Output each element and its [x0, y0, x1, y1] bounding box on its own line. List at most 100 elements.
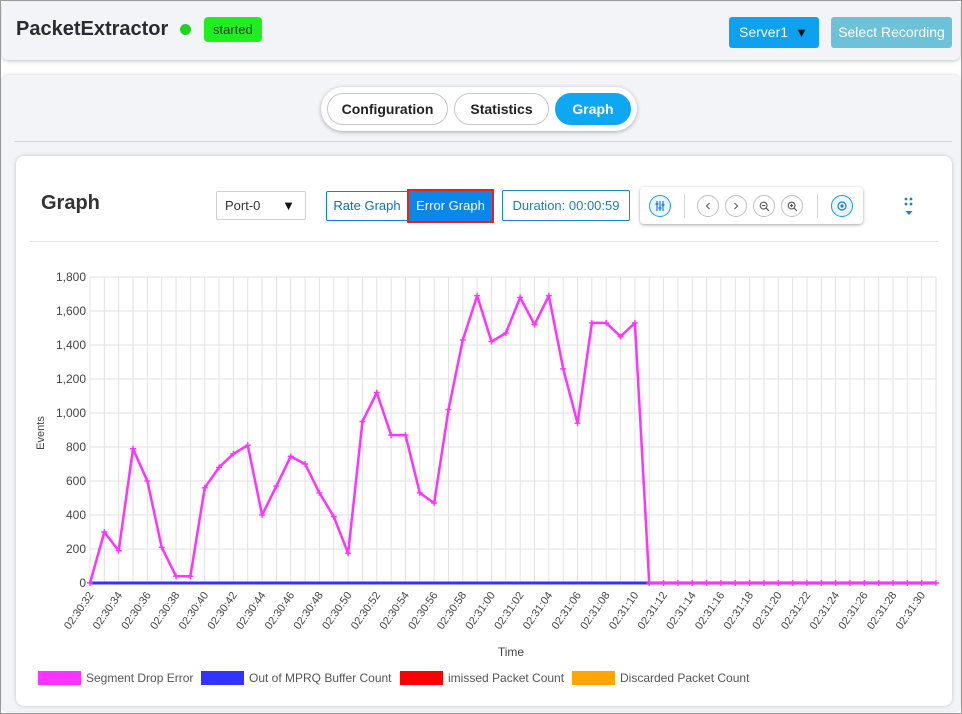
- legend-label: imissed Packet Count: [448, 671, 565, 685]
- tab-statistics[interactable]: Statistics: [454, 93, 549, 125]
- data-point: [359, 418, 366, 425]
- reset-zoom-icon[interactable]: [831, 195, 853, 217]
- y-tick-label: 1,800: [56, 270, 86, 284]
- data-point: [832, 580, 839, 586]
- data-point: [502, 330, 509, 337]
- data-point: [717, 580, 724, 586]
- data-point: [230, 450, 237, 457]
- data-point: [803, 580, 810, 586]
- data-point: [933, 580, 939, 586]
- server-select-value: Server1: [739, 24, 789, 40]
- legend-swatch: [201, 671, 244, 685]
- status-indicator-dot: [180, 24, 191, 35]
- data-point: [87, 580, 93, 586]
- data-point: [646, 580, 653, 586]
- graph-card: Graph Port-0 ▼ Rate Graph Error Graph Du…: [16, 156, 952, 706]
- y-tick-label: 600: [66, 474, 86, 488]
- data-point: [345, 550, 352, 557]
- port-select[interactable]: Port-0 ▼: [216, 191, 306, 220]
- data-point: [316, 489, 323, 496]
- duration-button[interactable]: Duration: 00:00:59: [502, 190, 630, 221]
- data-point: [459, 336, 466, 343]
- y-tick-label: 800: [66, 440, 86, 454]
- data-point: [402, 432, 409, 439]
- y-tick-label: 1,200: [56, 372, 86, 386]
- app-title: PacketExtractor: [16, 18, 169, 40]
- error-graph-button[interactable]: Error Graph: [407, 189, 494, 223]
- tab-bar: Configuration Statistics Graph: [321, 87, 637, 131]
- x-axis-label: Time: [498, 645, 525, 659]
- legend-item-mprq-buffer[interactable]: Out of MPRQ Buffer Count: [201, 670, 392, 686]
- zoom-out-icon[interactable]: [753, 195, 775, 217]
- toolbar-separator: [817, 194, 818, 218]
- y-tick-label: 400: [66, 508, 86, 522]
- data-point: [918, 580, 925, 586]
- zoom-in-icon[interactable]: [781, 195, 803, 217]
- y-tick-label: 1,600: [56, 304, 86, 318]
- legend-swatch: [400, 671, 443, 685]
- legend-item-segment-drop[interactable]: Segment Drop Error: [38, 670, 193, 686]
- pan-left-icon[interactable]: [697, 195, 719, 217]
- data-point: [158, 544, 165, 551]
- data-point: [617, 333, 624, 340]
- data-point: [545, 292, 552, 299]
- data-point: [488, 338, 495, 345]
- data-point: [259, 512, 266, 518]
- data-point: [144, 478, 151, 484]
- chart-axes: 0 200 400 600 800 1,000 1,200 1,400 1,600 1,800 02…: [56, 270, 928, 632]
- status-badge: started: [204, 17, 262, 42]
- card-divider: [30, 241, 938, 242]
- select-recording-button[interactable]: Select Recording: [831, 17, 952, 48]
- legend-swatch: [38, 671, 81, 685]
- graph-card-title: Graph: [41, 192, 100, 214]
- caret-down-icon: ▼: [282, 198, 295, 213]
- data-point: [431, 500, 438, 507]
- data-point: [287, 453, 294, 460]
- legend-label: Segment Drop Error: [86, 671, 194, 685]
- data-point: [660, 580, 667, 586]
- y-tick-label: 0: [79, 576, 86, 590]
- top-bar: PacketExtractor started Server1 ▼ Select…: [2, 2, 960, 60]
- data-point: [631, 319, 638, 326]
- selection-zoom-icon[interactable]: [649, 195, 671, 217]
- legend-item-imissed[interactable]: imissed Packet Count: [400, 670, 564, 686]
- data-point: [746, 580, 753, 586]
- chart-grid: [89, 276, 937, 584]
- data-point: [846, 580, 853, 586]
- y-axis-label: Events: [35, 416, 47, 450]
- server-select[interactable]: Server1 ▼: [729, 17, 819, 48]
- data-point: [588, 319, 595, 326]
- data-point: [818, 580, 825, 586]
- data-point: [904, 580, 911, 586]
- toolbar-separator: [684, 194, 685, 218]
- error-chart: 0 200 400 600 800 1,000 1,200 1,400 1,600 1,800 02…: [35, 270, 939, 659]
- tab-configuration[interactable]: Configuration: [327, 93, 448, 125]
- data-point: [388, 432, 395, 439]
- data-point: [861, 580, 868, 586]
- data-point: [517, 294, 524, 301]
- data-point: [273, 483, 280, 490]
- y-tick-label: 200: [66, 542, 86, 556]
- legend-label: Out of MPRQ Buffer Count: [249, 671, 392, 685]
- data-point: [416, 489, 423, 496]
- data-point: [574, 420, 581, 427]
- port-select-value: Port-0: [225, 198, 261, 213]
- rate-graph-button[interactable]: Rate Graph: [326, 191, 408, 221]
- data-point: [760, 580, 767, 586]
- chart-menu-icon[interactable]: [903, 195, 915, 219]
- pan-right-icon[interactable]: [725, 195, 747, 217]
- data-point: [216, 464, 223, 471]
- main-panel: Configuration Statistics Graph Graph Por…: [2, 75, 960, 711]
- data-point: [689, 580, 696, 586]
- legend-label: Discarded Packet Count: [620, 671, 750, 685]
- series-line: [88, 294, 936, 585]
- y-tick-label: 1,000: [56, 406, 86, 420]
- data-point: [187, 573, 194, 580]
- caret-down-icon: ▼: [795, 25, 808, 40]
- data-point: [130, 445, 137, 452]
- data-point: [560, 365, 567, 372]
- legend-item-discarded[interactable]: Discarded Packet Count: [572, 670, 749, 686]
- data-point: [531, 321, 538, 328]
- chart-toolbar: [640, 187, 863, 224]
- tab-graph[interactable]: Graph: [555, 93, 631, 125]
